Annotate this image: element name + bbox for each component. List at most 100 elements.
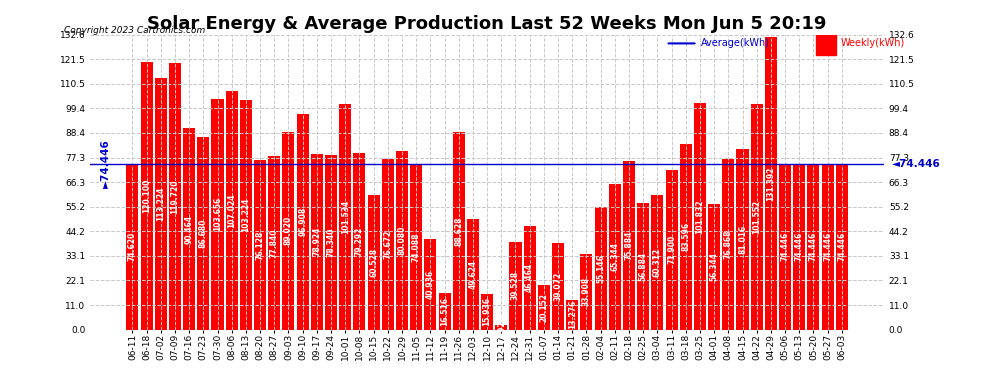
Bar (154, 78, 166, 330)
Bar (297, 114, 309, 330)
Bar (566, 300, 578, 330)
Bar (609, 184, 621, 330)
Text: 76.868: 76.868 (724, 230, 733, 259)
Bar (197, 137, 209, 330)
Text: 96.908: 96.908 (298, 207, 307, 236)
Bar (127, 164, 139, 330)
Bar (524, 226, 536, 330)
Text: 60.528: 60.528 (369, 248, 378, 277)
Text: 71.900: 71.900 (667, 235, 676, 264)
Bar (779, 164, 791, 330)
Text: 78.924: 78.924 (312, 227, 322, 256)
Bar (268, 156, 280, 330)
Text: Weekly(kWh): Weekly(kWh) (841, 38, 905, 48)
Bar (694, 103, 706, 330)
Text: Copyright 2023 Cartronics.com: Copyright 2023 Cartronics.com (64, 26, 206, 35)
Text: 74.620: 74.620 (128, 232, 137, 261)
Text: 49.624: 49.624 (468, 260, 477, 289)
Bar (793, 164, 805, 330)
Bar (623, 161, 635, 330)
Text: 103.656: 103.656 (213, 197, 222, 231)
Text: 74.088: 74.088 (412, 232, 421, 262)
Bar (723, 159, 735, 330)
Text: 65.344: 65.344 (610, 242, 620, 272)
Text: 56.344: 56.344 (710, 252, 719, 281)
Bar (311, 154, 323, 330)
Text: 15.936: 15.936 (482, 297, 492, 326)
Text: 120.100: 120.100 (143, 179, 151, 213)
Bar (452, 132, 464, 330)
Bar (737, 149, 748, 330)
Bar (396, 152, 408, 330)
Text: 75.884: 75.884 (625, 231, 634, 260)
Text: 101.552: 101.552 (752, 200, 761, 234)
Text: 101.534: 101.534 (341, 200, 349, 234)
Text: 79.292: 79.292 (354, 227, 364, 256)
Text: 60.312: 60.312 (652, 248, 662, 277)
Text: 80.080: 80.080 (397, 226, 407, 255)
Bar (282, 132, 294, 330)
Text: 74.446: 74.446 (823, 232, 833, 261)
Bar (595, 207, 607, 330)
Bar (580, 254, 592, 330)
Text: 107.024: 107.024 (228, 193, 237, 228)
Text: 55.146: 55.146 (596, 254, 605, 283)
Text: 74.446: 74.446 (809, 232, 818, 261)
Text: 74.446: 74.446 (780, 232, 790, 261)
Bar (169, 63, 181, 330)
Text: 16.516: 16.516 (440, 297, 449, 326)
Text: 46.464: 46.464 (525, 263, 535, 292)
Bar (765, 37, 777, 330)
Text: 88.628: 88.628 (454, 216, 463, 246)
Text: ◄74.446: ◄74.446 (892, 159, 940, 169)
Bar (183, 128, 195, 330)
Bar (808, 164, 820, 330)
Text: 81.016: 81.016 (738, 225, 747, 254)
Text: 76.128: 76.128 (255, 230, 264, 260)
Text: 131.392: 131.392 (766, 166, 775, 201)
Bar (410, 165, 422, 330)
Text: ►74.446: ►74.446 (101, 140, 111, 188)
Bar (538, 285, 549, 330)
Bar (680, 144, 692, 330)
Bar (665, 170, 677, 330)
Bar (340, 104, 351, 330)
Text: 78.340: 78.340 (327, 228, 336, 257)
Text: 56.884: 56.884 (639, 252, 647, 281)
Bar (325, 155, 337, 330)
Bar (254, 160, 266, 330)
Text: 74.446: 74.446 (795, 232, 804, 261)
Bar (495, 325, 507, 330)
Text: 39.072: 39.072 (553, 272, 562, 301)
Bar (836, 164, 847, 330)
Bar (822, 164, 834, 330)
Bar (750, 104, 762, 330)
Bar (425, 238, 437, 330)
Text: 13.276: 13.276 (567, 300, 577, 330)
Text: 103.224: 103.224 (242, 198, 250, 232)
Text: 33.908: 33.908 (582, 277, 591, 306)
Text: 101.832: 101.832 (695, 199, 705, 234)
Text: 113.224: 113.224 (156, 186, 165, 221)
Bar (240, 100, 251, 330)
Title: Solar Energy & Average Production Last 52 Weeks Mon Jun 5 20:19: Solar Energy & Average Production Last 5… (148, 15, 827, 33)
Bar (212, 99, 224, 330)
Bar (141, 62, 152, 330)
Bar (481, 294, 493, 330)
Text: 77.840: 77.840 (270, 228, 279, 258)
Bar (552, 243, 564, 330)
FancyBboxPatch shape (817, 32, 837, 55)
Text: 39.528: 39.528 (511, 271, 520, 300)
Text: 90.464: 90.464 (185, 214, 194, 243)
Bar (226, 92, 238, 330)
Text: 76.672: 76.672 (383, 230, 392, 259)
Text: 119.720: 119.720 (170, 179, 179, 214)
Bar (439, 293, 450, 330)
Text: 86.680: 86.680 (199, 219, 208, 248)
Text: 89.020: 89.020 (284, 216, 293, 245)
Text: 83.596: 83.596 (681, 222, 690, 251)
Text: 74.446: 74.446 (838, 232, 846, 261)
Bar (708, 204, 720, 330)
Bar (510, 242, 522, 330)
Bar (638, 203, 649, 330)
